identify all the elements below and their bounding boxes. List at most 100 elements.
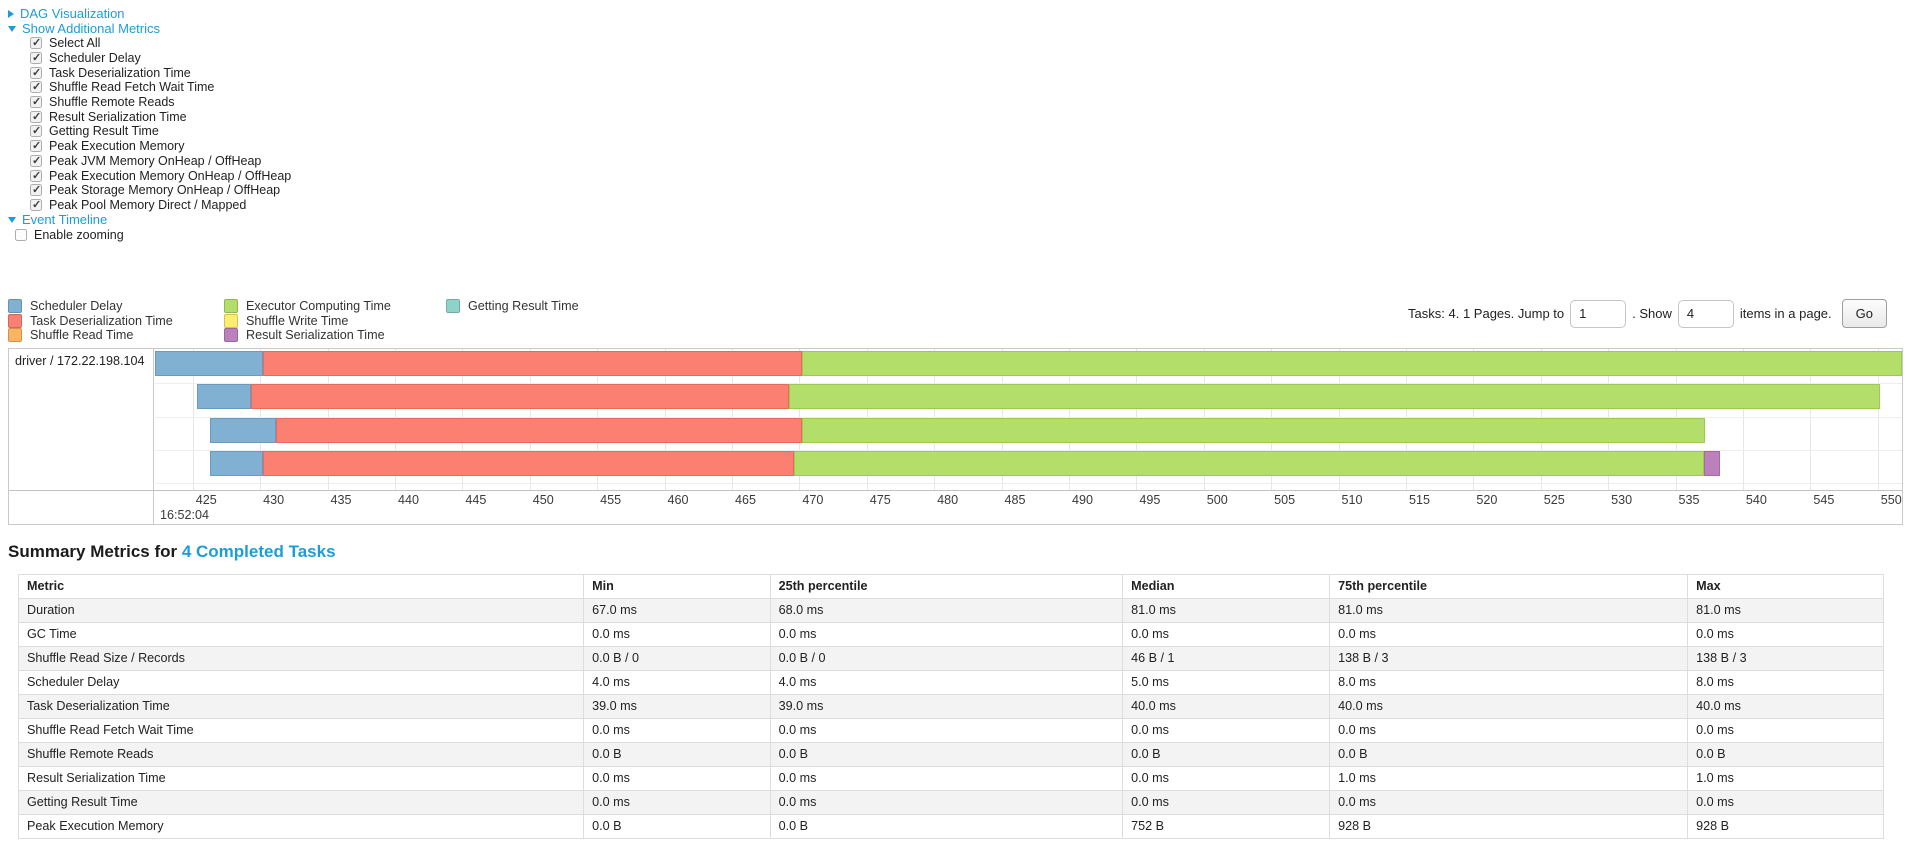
shuffle-write-time-swatch-icon <box>224 313 238 328</box>
time-tick-label: 430 <box>263 492 285 507</box>
metric-checkbox-peak-execution-memory-onheap-offheap[interactable]: Peak Execution Memory OnHeap / OffHeap <box>30 168 1907 183</box>
checkbox-icon[interactable] <box>30 139 42 153</box>
metric-value-cell: 81.0 ms <box>1687 597 1884 623</box>
metric-name-cell: Shuffle Remote Reads <box>17 741 585 767</box>
metric-value-cell: 8.0 ms <box>1687 669 1884 695</box>
metric-checkbox-peak-execution-memory[interactable]: Peak Execution Memory <box>30 139 1907 154</box>
time-tick-label: 440 <box>397 492 419 507</box>
checkbox-icon[interactable] <box>30 36 42 50</box>
metric-value-cell: 138 B / 3 <box>1329 645 1689 671</box>
jump-to-page-input[interactable] <box>1570 299 1627 328</box>
task-bar-task-deserialization[interactable] <box>262 450 794 476</box>
metric-checkbox-peak-jvm-memory-onheap-offheap[interactable]: Peak JVM Memory OnHeap / OffHeap <box>30 154 1907 169</box>
time-tick-label: 445 <box>465 492 487 507</box>
metric-value-cell: 68.0 ms <box>769 597 1124 623</box>
metric-value-cell: 0.0 B / 0 <box>769 645 1124 671</box>
completed-tasks-link[interactable]: 4 Completed Tasks <box>181 541 336 561</box>
metric-value-cell: 0.0 B <box>1122 741 1331 767</box>
task-bar-scheduler-delay[interactable] <box>155 350 263 376</box>
lane-separator <box>155 382 1902 384</box>
task-bar-executor-computing[interactable] <box>802 350 1902 376</box>
gridline <box>1877 348 1879 490</box>
time-tick-label: 540 <box>1745 492 1767 507</box>
metric-checkbox-result-serialization-time[interactable]: Result Serialization Time <box>30 109 1907 124</box>
go-button[interactable]: Go <box>1841 299 1887 329</box>
checkbox-icon[interactable] <box>15 228 27 241</box>
metric-value-cell: 0.0 B <box>583 813 771 839</box>
legend-item-getting-result-time: Getting Result Time <box>446 299 579 314</box>
checkbox-icon[interactable] <box>30 124 42 138</box>
metric-checkbox-getting-result-time[interactable]: Getting Result Time <box>30 124 1907 139</box>
metric-value-cell: 0.0 ms <box>583 765 771 791</box>
checkbox-label: Peak JVM Memory OnHeap / OffHeap <box>49 153 262 168</box>
executor-computing-time-swatch-icon <box>224 299 238 314</box>
checkbox-icon[interactable] <box>30 154 42 167</box>
metric-checkbox-task-deserialization-time[interactable]: Task Deserialization Time <box>30 65 1907 80</box>
legend-item-task-deserialization-time: Task Deserialization Time <box>8 313 198 328</box>
metric-checkbox-select-all[interactable]: Select All <box>30 36 1907 51</box>
event-timeline-toggle[interactable]: Event Timeline <box>8 212 1907 227</box>
task-bar-scheduler-delay[interactable] <box>210 417 277 443</box>
metric-value-cell: 928 B <box>1329 813 1689 839</box>
metric-checkbox-shuffle-remote-reads[interactable]: Shuffle Remote Reads <box>30 95 1907 110</box>
legend-label: Shuffle Read Time <box>30 328 134 343</box>
checkbox-icon[interactable] <box>30 183 42 197</box>
lane-separator <box>155 416 1902 418</box>
checkbox-icon[interactable] <box>30 169 42 182</box>
task-bar-executor-computing[interactable] <box>802 417 1706 443</box>
metric-value-cell: 928 B <box>1687 813 1884 839</box>
task-bar-result-serialization[interactable] <box>1703 450 1721 476</box>
metric-value-cell: 138 B / 3 <box>1687 645 1884 671</box>
show-additional-metrics-toggle[interactable]: Show Additional Metrics <box>8 21 1907 36</box>
result-serialization-time-swatch-icon <box>224 328 238 343</box>
legend-label: Shuffle Write Time <box>246 313 349 328</box>
checkbox-icon[interactable] <box>30 110 42 123</box>
table-header-row: Metric Min 25th percentile Median 75th perce… <box>17 573 1884 599</box>
metric-value-cell: 40.0 ms <box>1122 693 1331 719</box>
task-bar-task-deserialization[interactable] <box>262 350 803 376</box>
table-row: GC Time 0.0 ms 0.0 ms 0.0 ms 0.0 ms 0.0 ms <box>17 621 1884 647</box>
time-tick-label: 450 <box>532 492 554 507</box>
metric-value-cell: 0.0 ms <box>1329 717 1689 743</box>
task-bar-task-deserialization[interactable] <box>276 417 803 443</box>
checkbox-icon[interactable] <box>30 198 42 211</box>
legend-item-shuffle-read-time: Shuffle Read Time <box>8 328 198 343</box>
summary-metrics-title: Summary Metrics for 4 Completed Tasks <box>8 542 1907 562</box>
column-header-75th-percentile: 75th percentile <box>1329 573 1689 599</box>
metric-name-cell: Getting Result Time <box>17 789 585 815</box>
task-bar-scheduler-delay[interactable] <box>210 450 263 476</box>
items-per-page-input[interactable] <box>1677 299 1734 328</box>
metric-value-cell: 0.0 ms <box>1687 717 1884 743</box>
time-tick-label: 525 <box>1543 492 1565 507</box>
metric-checkbox-peak-pool-memory-direct-mapped[interactable]: Peak Pool Memory Direct / Mapped <box>30 198 1907 213</box>
metric-checkbox-peak-storage-memory-onheap-offheap[interactable]: Peak Storage Memory OnHeap / OffHeap <box>30 183 1907 198</box>
task-bar-task-deserialization[interactable] <box>250 383 789 409</box>
event-timeline-chart: driver / 172.22.198.104 16:52:04 425 430 4… <box>8 347 1903 525</box>
time-axis: 16:52:04 425 430 435 440 445 450 455 460 465 470 4… <box>155 491 1902 524</box>
summary-title-prefix: Summary Metrics for <box>8 541 182 561</box>
checkbox-icon[interactable] <box>30 51 42 65</box>
metric-name-cell: Shuffle Read Size / Records <box>17 645 585 671</box>
metric-value-cell: 5.0 ms <box>1122 669 1331 695</box>
task-bar-executor-computing[interactable] <box>788 383 1881 409</box>
time-axis-clock-label: 16:52:04 <box>160 507 210 522</box>
task-bar-executor-computing[interactable] <box>793 450 1704 476</box>
metric-value-cell: 46 B / 1 <box>1122 645 1331 671</box>
metric-value-cell: 67.0 ms <box>583 597 771 623</box>
metric-value-cell: 39.0 ms <box>769 693 1124 719</box>
time-tick-label: 550 <box>1880 492 1902 507</box>
checkbox-icon[interactable] <box>30 80 42 94</box>
metric-checkbox-shuffle-read-fetch-wait-time[interactable]: Shuffle Read Fetch Wait Time <box>30 80 1907 95</box>
checkbox-icon[interactable] <box>30 66 42 79</box>
time-tick-label: 545 <box>1813 492 1835 507</box>
time-axis-line <box>9 489 1902 491</box>
metric-checkbox-scheduler-delay[interactable]: Scheduler Delay <box>30 51 1907 66</box>
metric-value-cell: 0.0 ms <box>1122 789 1331 815</box>
task-bar-scheduler-delay[interactable] <box>196 383 251 409</box>
time-tick-label: 475 <box>869 492 891 507</box>
checkbox-icon[interactable] <box>30 95 42 109</box>
metric-value-cell: 0.0 ms <box>1329 789 1689 815</box>
enable-zooming-checkbox[interactable]: Enable zooming <box>15 227 1907 242</box>
dag-visualization-toggle[interactable]: DAG Visualization <box>8 6 1907 21</box>
time-tick-label: 485 <box>1004 492 1026 507</box>
